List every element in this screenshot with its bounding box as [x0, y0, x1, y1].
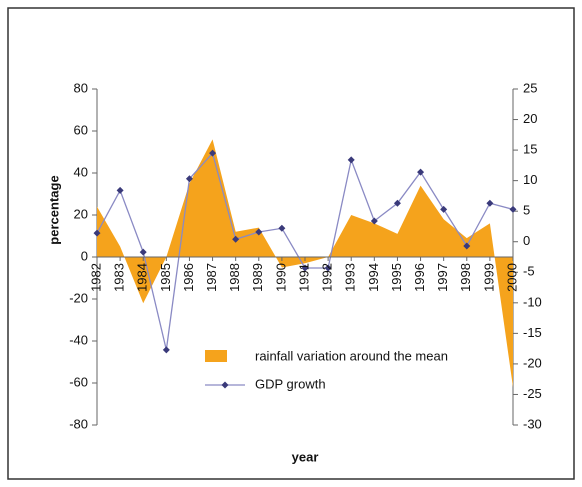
x-tick-label: 1995 — [389, 263, 404, 292]
x-tick-label: 1986 — [181, 263, 196, 292]
gdp-marker — [116, 186, 124, 194]
y2-tick-label: -30 — [523, 416, 542, 431]
y2-tick-label: -5 — [523, 264, 535, 279]
x-tick-label: 1985 — [158, 263, 173, 292]
x-tick-label: 1991 — [296, 263, 311, 292]
gdp-marker — [486, 199, 494, 207]
rainfall-area — [97, 139, 513, 388]
x-tick-label: 1992 — [320, 263, 335, 292]
y2-tick-label: 5 — [523, 203, 530, 218]
x-tick-label: 1997 — [435, 263, 450, 292]
x-axis-label: year — [292, 449, 319, 464]
y-tick-label: 80 — [74, 80, 88, 95]
gdp-marker — [278, 224, 286, 232]
y-tick-label: -20 — [69, 290, 88, 305]
gdp-marker — [509, 205, 517, 213]
gdp-marker — [301, 264, 309, 272]
x-tick-label: 1993 — [343, 263, 358, 292]
gdp-marker — [324, 264, 332, 272]
x-tick-label: 1999 — [481, 263, 496, 292]
legend-label: GDP growth — [255, 376, 326, 391]
x-tick-label: 1982 — [88, 263, 103, 292]
x-tick-label: 1988 — [227, 263, 242, 292]
y2-tick-label: 20 — [523, 111, 537, 126]
gdp-marker — [162, 346, 170, 354]
y2-tick-label: -10 — [523, 294, 542, 309]
x-tick-label: 1984 — [135, 263, 150, 292]
y2-tick-label: -20 — [523, 355, 542, 370]
gdp-marker — [393, 199, 401, 207]
y-tick-label: -40 — [69, 332, 88, 347]
y-tick-label: 0 — [81, 248, 88, 263]
gdp-marker — [417, 168, 425, 176]
y2-tick-label: 10 — [523, 172, 537, 187]
legend-label: rainfall variation around the mean — [255, 348, 448, 363]
gdp-marker — [209, 149, 217, 157]
legend-swatch — [221, 381, 229, 389]
y-tick-label: -80 — [69, 416, 88, 431]
gdp-marker — [93, 229, 101, 237]
x-tick-label: 1983 — [112, 263, 127, 292]
gdp-marker — [440, 205, 448, 213]
legend-swatch — [205, 350, 227, 362]
gdp-marker — [347, 156, 355, 164]
x-tick-label: 1990 — [273, 263, 288, 292]
y-axis-label: percentage — [46, 175, 61, 244]
x-tick-label: 1994 — [366, 263, 381, 292]
gdp-marker — [139, 248, 147, 256]
y2-tick-label: -25 — [523, 386, 542, 401]
gdp-marker — [463, 242, 471, 250]
x-tick-label: 1987 — [204, 263, 219, 292]
y2-tick-label: 25 — [523, 80, 537, 95]
gdp-marker — [255, 228, 263, 236]
y-tick-label: 60 — [74, 122, 88, 137]
y-tick-label: 20 — [74, 206, 88, 221]
y-tick-label: 40 — [74, 164, 88, 179]
gdp-marker — [370, 217, 378, 225]
x-tick-label: 1989 — [250, 263, 265, 292]
y2-tick-label: 0 — [523, 233, 530, 248]
y-tick-label: -60 — [69, 374, 88, 389]
x-tick-label: 1998 — [458, 263, 473, 292]
y2-tick-label: -15 — [523, 325, 542, 340]
x-tick-label: 2000 — [504, 263, 519, 292]
gdp-marker — [185, 175, 193, 183]
y2-tick-label: 15 — [523, 142, 537, 157]
x-tick-label: 1996 — [412, 263, 427, 292]
gdp-marker — [232, 235, 240, 243]
